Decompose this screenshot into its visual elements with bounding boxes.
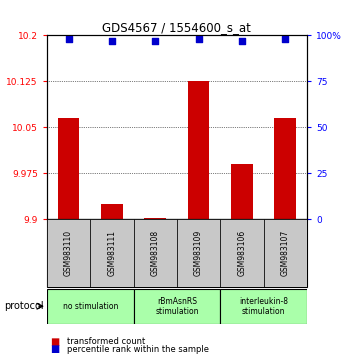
Bar (144, 218, 166, 219)
Point (196, 36, 201, 42)
Text: transformed count: transformed count (67, 337, 145, 346)
Point (239, 38, 245, 44)
Bar (47, 289, 134, 324)
Bar (58, 118, 79, 219)
Text: protocol: protocol (4, 301, 43, 311)
Text: GSM983108: GSM983108 (151, 230, 160, 276)
Bar (134, 289, 220, 324)
Text: GSM983106: GSM983106 (238, 230, 246, 276)
Title: GDS4567 / 1554600_s_at: GDS4567 / 1554600_s_at (103, 21, 251, 34)
Point (152, 38, 158, 44)
Point (282, 36, 288, 42)
Bar (47, 219, 90, 287)
Text: ■: ■ (51, 337, 60, 347)
Text: ■: ■ (51, 344, 60, 354)
Bar (101, 204, 123, 219)
Text: GSM983109: GSM983109 (194, 230, 203, 276)
Text: GSM983107: GSM983107 (281, 230, 290, 276)
Bar (274, 118, 296, 219)
Bar (264, 219, 307, 287)
Text: percentile rank within the sample: percentile rank within the sample (67, 344, 209, 354)
Text: no stimulation: no stimulation (62, 302, 118, 311)
Text: GSM983111: GSM983111 (108, 230, 116, 276)
Bar (177, 219, 220, 287)
Bar (134, 219, 177, 287)
Point (109, 38, 115, 44)
Bar (231, 164, 253, 219)
Bar (90, 219, 134, 287)
Text: rBmAsnRS
stimulation: rBmAsnRS stimulation (155, 297, 199, 316)
Bar (188, 81, 209, 219)
Point (66, 36, 71, 42)
Bar (220, 219, 264, 287)
Text: interleukin-8
stimulation: interleukin-8 stimulation (239, 297, 288, 316)
Text: GSM983110: GSM983110 (64, 230, 73, 276)
Bar (220, 289, 307, 324)
